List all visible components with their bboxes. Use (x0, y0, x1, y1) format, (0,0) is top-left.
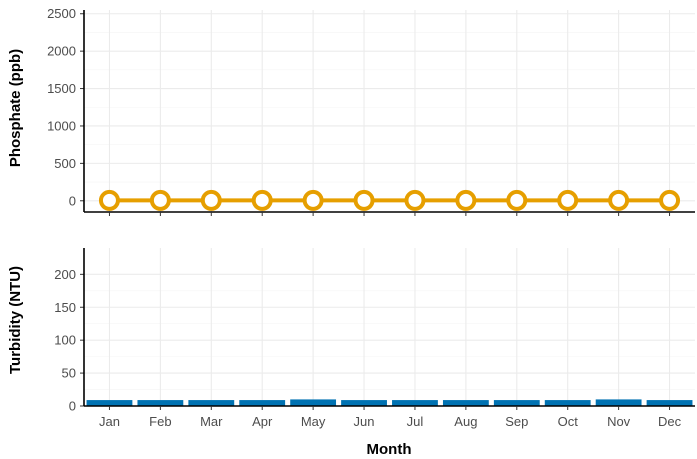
y-tick-label: 2500 (47, 6, 76, 21)
point-apr (251, 189, 273, 211)
turbidity-panel: 0 50 100 150 200 Jan Feb Mar Apr May Jun Jul Aug Sep O… (54, 248, 695, 429)
bar-sep (493, 400, 540, 406)
y-tick-label: 200 (54, 267, 76, 282)
point-feb (149, 189, 171, 211)
point-sep (506, 189, 528, 211)
x-tick-label-aug: Aug (454, 414, 477, 429)
x-tick-label-oct: Oct (558, 414, 579, 429)
x-tick-label-may: May (301, 414, 326, 429)
bar-aug (442, 400, 489, 406)
y-tick-label: 1500 (47, 81, 76, 96)
point-dec (659, 189, 681, 211)
point-aug (455, 189, 477, 211)
x-tick-label-sep: Sep (505, 414, 528, 429)
turbidity-axis-title: Turbidity (NTU) (7, 266, 24, 374)
x-tick-label-jan: Jan (99, 414, 120, 429)
x-tick-label-jun: Jun (354, 414, 375, 429)
bar-jun (341, 400, 387, 406)
point-mar (200, 189, 222, 211)
bar-mar (188, 400, 235, 406)
y-tick-label: 0 (69, 399, 76, 414)
y-tick-label: 500 (54, 156, 76, 171)
x-tick-label-dec: Dec (658, 414, 682, 429)
y-tick-label: 2000 (47, 44, 76, 59)
bar-apr (239, 400, 286, 406)
phosphate-axis-title: Phosphate (ppb) (7, 49, 24, 167)
point-may (302, 189, 324, 211)
bar-jan (86, 400, 133, 406)
bar-nov (595, 399, 642, 406)
point-oct (557, 189, 579, 211)
point-nov (608, 189, 630, 211)
point-jun (353, 189, 375, 211)
point-jan (98, 189, 120, 211)
bar-may (290, 399, 337, 406)
x-tick-label-mar: Mar (200, 414, 223, 429)
y-tick-label: 1000 (47, 118, 76, 133)
y-tick-label: 150 (54, 300, 76, 315)
x-tick-label-nov: Nov (607, 414, 631, 429)
phosphate-panel: 0 500 1000 1500 2000 2500 (47, 6, 695, 216)
x-tick-label-apr: Apr (252, 414, 273, 429)
y-tick-label: 100 (54, 333, 76, 348)
y-tick-label: 50 (62, 366, 76, 381)
x-tick-label-feb: Feb (149, 414, 171, 429)
y-tick-label: 0 (69, 193, 76, 208)
bar-feb (137, 400, 184, 406)
bar-oct (544, 400, 591, 406)
x-axis-title: Month (367, 441, 412, 458)
bar-jul (392, 400, 438, 406)
point-jul (404, 189, 426, 211)
x-tick-label-jul: Jul (407, 414, 424, 429)
bar-dec (646, 400, 693, 406)
